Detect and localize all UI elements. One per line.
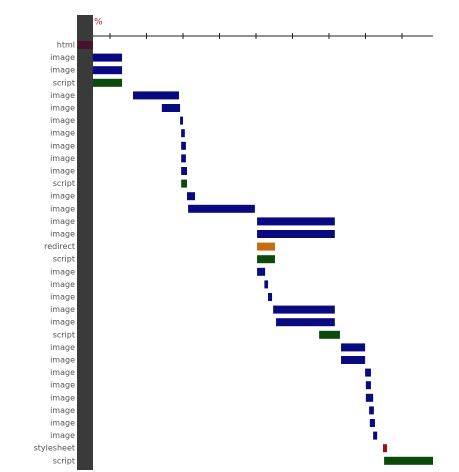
row-label: image <box>50 343 75 352</box>
row-label: image <box>50 393 75 402</box>
request-bar <box>181 141 186 150</box>
request-bar <box>181 154 186 163</box>
request-bar <box>341 356 366 364</box>
row-label: image <box>50 104 75 113</box>
row-label: image <box>50 116 75 125</box>
request-bar <box>384 456 433 465</box>
request-bar <box>273 305 335 314</box>
row-label: script <box>53 456 75 465</box>
request-bar <box>382 444 388 453</box>
request-bar <box>276 318 335 327</box>
request-bar <box>319 330 340 339</box>
request-bar <box>188 204 255 213</box>
request-bar <box>365 368 371 377</box>
row-label: image <box>50 217 75 226</box>
request-bar <box>187 192 196 201</box>
request-bar <box>180 116 183 125</box>
request-bar <box>77 41 93 49</box>
request-bar <box>373 431 378 440</box>
request-bar <box>92 66 123 75</box>
row-label: image <box>50 406 75 415</box>
row-label: image <box>50 230 75 239</box>
row-label: image <box>50 280 75 289</box>
row-label: image <box>50 368 75 377</box>
request-bar <box>257 217 335 226</box>
row-label: image <box>50 66 75 75</box>
row-label: image <box>50 305 75 314</box>
row-label: image <box>50 192 75 201</box>
row-label: image <box>50 267 75 276</box>
row-label: script <box>53 179 75 188</box>
request-bar <box>369 406 374 415</box>
request-bar <box>257 267 266 276</box>
request-bar <box>257 255 275 264</box>
request-bar <box>181 129 185 138</box>
row-label: script <box>53 255 75 264</box>
row-label: image <box>50 129 75 138</box>
request-bar <box>268 293 273 301</box>
row-label: script <box>53 330 75 339</box>
request-bar <box>365 381 371 390</box>
row-label: image <box>50 293 75 302</box>
axis-label: % <box>94 18 103 28</box>
row-label: image <box>50 141 75 150</box>
row-label: image <box>50 167 75 176</box>
request-bar <box>181 167 188 175</box>
request-bar <box>341 343 366 352</box>
row-label: image <box>50 91 75 100</box>
request-bar <box>257 230 335 238</box>
row-label: html <box>57 41 75 50</box>
row-label: image <box>50 318 75 327</box>
row-label: stylesheet <box>34 444 75 453</box>
request-bar <box>132 91 179 100</box>
request-bar <box>181 179 188 188</box>
request-bar <box>257 242 275 251</box>
row-label: redirect <box>44 242 75 251</box>
row-label: image <box>50 204 75 213</box>
row-label: image <box>50 381 75 390</box>
row-label: image <box>50 154 75 163</box>
request-bar <box>365 393 374 402</box>
label-column <box>77 15 93 470</box>
request-bar <box>264 280 269 289</box>
request-bar <box>369 419 375 427</box>
row-label: image <box>50 419 75 428</box>
row-label: image <box>50 431 75 440</box>
row-label: image <box>50 53 75 62</box>
row-label: script <box>53 78 75 87</box>
request-bar <box>92 53 123 62</box>
request-bar <box>161 104 181 112</box>
request-bar <box>92 78 123 87</box>
row-label: image <box>50 356 75 365</box>
